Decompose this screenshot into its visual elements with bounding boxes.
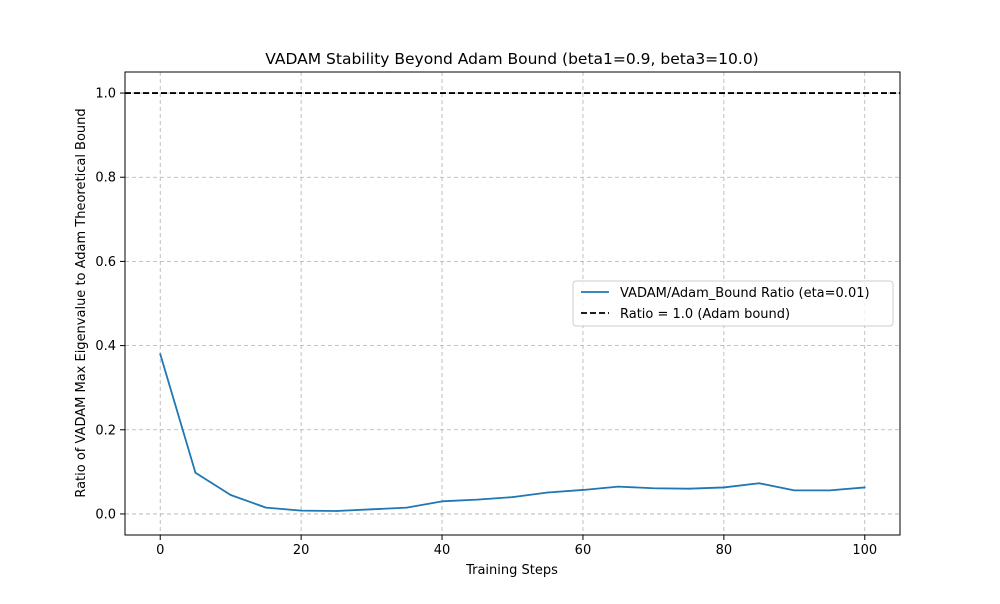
series-point	[511, 496, 514, 499]
legend: VADAM/Adam_Bound Ratio (eta=0.01) Ratio …	[572, 280, 894, 327]
plot-frame	[124, 71, 901, 536]
series-point	[758, 482, 760, 485]
legend-label-reference: Ratio = 1.0 (Adam bound)	[620, 307, 790, 322]
series-point	[687, 487, 690, 490]
series-point	[652, 487, 655, 490]
x-tick-label: 20	[293, 543, 310, 558]
series-point	[265, 506, 267, 509]
x-axis-label: Training Steps	[465, 563, 558, 578]
series-point	[546, 491, 549, 494]
legend-box	[572, 280, 894, 327]
series-point	[194, 471, 197, 474]
y-tick-label: 1.0	[95, 87, 116, 102]
series-point	[335, 510, 338, 512]
series-point	[722, 486, 725, 489]
y-tick-label: 0.6	[95, 255, 116, 270]
series-point	[159, 353, 162, 355]
x-tick-label: 0	[156, 543, 164, 558]
series-point	[300, 509, 303, 512]
x-tick-label: 40	[434, 543, 451, 558]
series-point	[405, 506, 408, 509]
series-point	[229, 494, 232, 496]
series-point	[617, 485, 620, 488]
axis-ticks: 0 20 40 60 80 100 0.0 0.2 0.4 0.6 0.8 1.0	[95, 87, 877, 558]
series-point	[476, 498, 479, 501]
series-point	[828, 489, 831, 492]
series-point	[370, 508, 373, 511]
x-tick-label: 80	[716, 543, 733, 558]
y-tick-label: 0.0	[95, 507, 116, 522]
legend-label-series: VADAM/Adam_Bound Ratio (eta=0.01)	[620, 286, 870, 301]
series-lines	[159, 353, 866, 512]
y-tick-label: 0.8	[95, 171, 116, 186]
y-tick-label: 0.2	[95, 423, 116, 438]
x-tick-label: 100	[852, 543, 877, 558]
x-tick-label: 60	[575, 543, 592, 558]
chart-title: VADAM Stability Beyond Adam Bound (beta1…	[265, 50, 758, 68]
y-tick-label: 0.4	[95, 339, 116, 354]
y-axis-label: Ratio of VADAM Max Eigenvalue to Adam Th…	[74, 108, 89, 497]
series-point	[863, 486, 866, 489]
series-point	[582, 489, 584, 491]
series-point	[441, 500, 443, 503]
series-point	[793, 489, 796, 492]
grid	[125, 72, 900, 535]
